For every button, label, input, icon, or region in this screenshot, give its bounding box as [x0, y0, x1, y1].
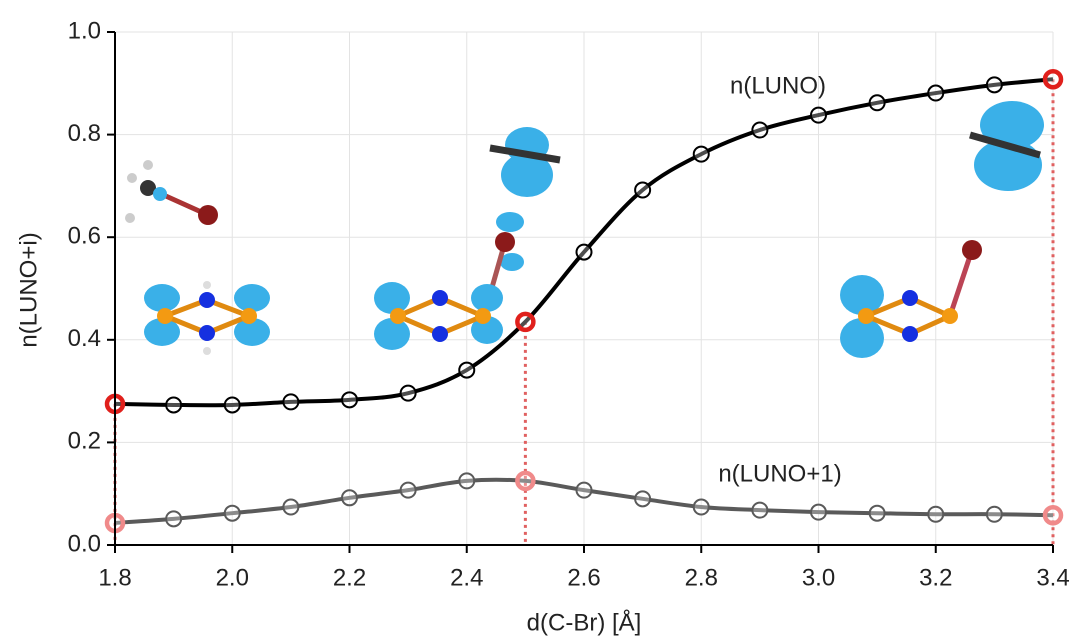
y-tick-label: 0.0	[68, 530, 101, 557]
marker	[868, 504, 886, 522]
highlight-marker	[515, 311, 536, 333]
marker	[868, 94, 886, 112]
marker	[341, 489, 358, 507]
x-tick-label: 3.0	[802, 564, 835, 591]
x-tick-label: 3.4	[1036, 564, 1069, 591]
marker	[341, 391, 358, 409]
marker	[458, 361, 476, 379]
marker	[165, 396, 183, 414]
x-tick-label: 2.4	[450, 564, 483, 591]
marker	[692, 498, 710, 516]
x-tick-label: 2.6	[567, 564, 600, 591]
marker	[399, 384, 417, 402]
y-tick-label: 0.8	[68, 120, 101, 147]
marker	[399, 481, 417, 499]
marker	[575, 481, 593, 499]
molecule-illustration	[125, 160, 270, 355]
marker	[458, 472, 476, 490]
marker	[282, 498, 300, 516]
marker	[810, 503, 827, 521]
x-axis-label: d(C-Br) [Å]	[527, 608, 642, 636]
molecule-illustration	[374, 127, 561, 350]
x-tick-label: 2.0	[216, 564, 249, 591]
marker	[985, 505, 1003, 523]
plot-area: n(LUNO) n(LUNO+1)	[104, 68, 1064, 545]
x-tick-label: 3.2	[919, 564, 952, 591]
marker	[223, 396, 241, 414]
marker	[634, 490, 652, 508]
marker	[282, 393, 300, 411]
x-tick-label: 2.8	[685, 564, 718, 591]
marker	[810, 106, 827, 124]
marker	[223, 504, 241, 522]
highlight-marker	[1042, 68, 1064, 90]
y-tick-label: 1.0	[68, 17, 101, 44]
highlight-marker	[1042, 504, 1064, 526]
series-label: n(LUNO+1)	[718, 460, 841, 487]
x-tick-label: 2.2	[333, 564, 366, 591]
marker	[927, 505, 945, 523]
marker	[165, 510, 183, 528]
y-tick-label: 0.4	[68, 325, 101, 352]
highlight-marker	[515, 470, 536, 492]
y-tick-label: 0.6	[68, 223, 101, 250]
series-line	[114, 77, 1054, 408]
x-tick-label: 1.8	[98, 564, 131, 591]
molecule-illustration	[840, 101, 1044, 358]
marker	[751, 501, 769, 519]
marker	[927, 84, 945, 102]
marker	[575, 243, 593, 261]
marker	[985, 76, 1003, 94]
y-axis-label: n(LUNO+i)	[15, 232, 42, 347]
series-line	[114, 477, 1054, 525]
marker	[692, 145, 710, 163]
marker	[634, 181, 652, 199]
y-tick-label: 0.2	[68, 428, 101, 455]
series-label: n(LUNO)	[730, 72, 826, 99]
marker	[751, 121, 769, 139]
